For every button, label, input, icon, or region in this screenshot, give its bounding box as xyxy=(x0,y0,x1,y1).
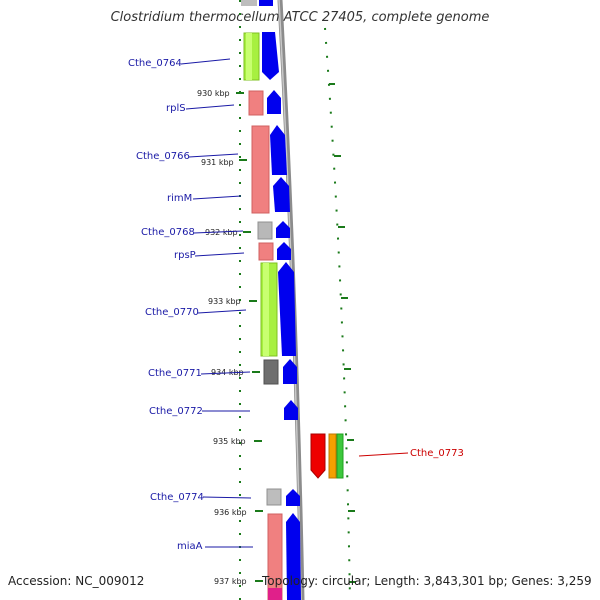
right-ruler xyxy=(324,27,351,600)
gene-top-partial-gray[interactable] xyxy=(241,0,257,6)
kbp-label: 930 kbp xyxy=(197,89,230,98)
gene-cthe-0771-fwd[interactable] xyxy=(263,359,279,385)
gene-cthe-0772-rev[interactable] xyxy=(284,400,298,420)
gene-shade xyxy=(246,33,252,80)
gene-rimm-rev[interactable] xyxy=(273,177,290,212)
gene-rpls-fwd[interactable] xyxy=(248,90,264,116)
kbp-label: 933 kbp xyxy=(208,297,241,306)
kbp-label: 931 kbp xyxy=(201,158,234,167)
gene-rpls-rev[interactable] xyxy=(267,90,281,114)
right-major-ticks xyxy=(329,83,356,583)
kbp-label: 936 kbp xyxy=(214,508,247,517)
gene-cthe-0770-rev[interactable] xyxy=(278,262,296,356)
gene-cthe-0773-orange[interactable] xyxy=(328,433,337,479)
gene-label-cthe-0768[interactable]: Cthe_0768 xyxy=(141,227,195,238)
accession-text: Accession: NC_009012 xyxy=(8,574,145,588)
gene-miaa-fwd[interactable] xyxy=(267,513,283,600)
gene-rpsp-fwd[interactable] xyxy=(258,242,274,261)
gene-cthe-0766-rev[interactable] xyxy=(270,125,287,175)
gene-cthe-0766-fwd[interactable] xyxy=(251,125,270,214)
gene-cthe-0773-green[interactable] xyxy=(336,433,344,479)
gene-label-cthe-0772[interactable]: Cthe_0772 xyxy=(149,406,203,417)
gene-cthe-0768-fwd[interactable] xyxy=(257,221,273,240)
gene-bottom-magenta[interactable] xyxy=(268,588,282,600)
gene-label-rpsp[interactable]: rpsP xyxy=(174,250,196,261)
gene-cthe-0774-rev[interactable] xyxy=(286,489,300,506)
gene-cthe-0773-red[interactable] xyxy=(310,433,326,479)
gene-label-rpls[interactable]: rplS xyxy=(166,103,186,114)
gene-cthe-0764-rev[interactable] xyxy=(262,32,279,80)
kbp-label: 932 kbp xyxy=(205,228,238,237)
kbp-label: 935 kbp xyxy=(213,437,246,446)
gene-label-cthe-0771[interactable]: Cthe_0771 xyxy=(148,368,202,379)
gene-label-miaa[interactable]: miaA xyxy=(177,541,203,552)
gene-miaa-rev[interactable] xyxy=(286,513,301,600)
map-title: Clostridium thermocellum ATCC 27405, com… xyxy=(110,10,490,25)
gene-cthe-0771-rev[interactable] xyxy=(283,359,297,384)
gene-rpsp-rev[interactable] xyxy=(277,242,291,260)
gene-label-cthe-0774[interactable]: Cthe_0774 xyxy=(150,492,204,503)
gene-shade xyxy=(263,263,269,356)
gene-labels: Cthe_0764 rplS Cthe_0766 rimM Cthe_0768 … xyxy=(128,58,464,552)
gene-label-cthe-0766[interactable]: Cthe_0766 xyxy=(136,151,190,162)
gene-label-cthe-0770[interactable]: Cthe_0770 xyxy=(145,307,199,318)
topology-text: Topology: circular; Length: 3,843,301 bp… xyxy=(262,574,592,588)
gene-top-partial-blue[interactable] xyxy=(259,0,273,6)
kbp-label: 937 kbp xyxy=(214,577,247,586)
gene-label-cthe-0764[interactable]: Cthe_0764 xyxy=(128,58,182,69)
gene-label-rimm[interactable]: rimM xyxy=(167,193,192,204)
gene-label-cthe-0773[interactable]: Cthe_0773 xyxy=(410,448,464,459)
gene-cthe-0774-fwd[interactable] xyxy=(266,488,282,506)
gene-cthe-0768-rev[interactable] xyxy=(276,221,290,238)
